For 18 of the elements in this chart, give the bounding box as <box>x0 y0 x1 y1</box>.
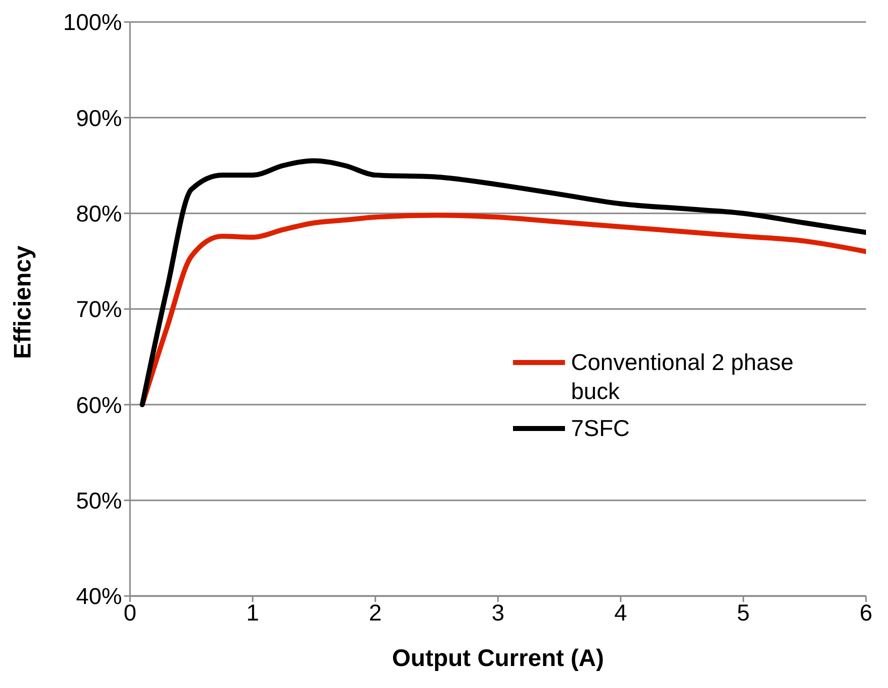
y-tick-label: 100% <box>63 9 122 36</box>
y-tick-label: 60% <box>76 392 122 418</box>
x-tick-label: 6 <box>860 599 872 626</box>
legend-label: Conventional 2 phase buck <box>571 348 794 406</box>
x-tick-label: 0 <box>124 599 136 626</box>
y-tick-label: 40% <box>76 583 122 610</box>
x-tick-label: 4 <box>614 599 628 626</box>
x-tick-label: 1 <box>246 599 260 626</box>
x-axis-title: Output Current (A) <box>392 645 604 672</box>
y-tick-label: 50% <box>76 488 122 514</box>
y-tick-label: 90% <box>76 104 122 131</box>
x-tick-label: 2 <box>368 599 382 626</box>
y-tick-label: 70% <box>76 296 122 322</box>
y-axis-title: Efficiency <box>10 244 37 359</box>
legend-label: 7SFC <box>571 414 631 443</box>
x-tick-label: 3 <box>492 599 504 626</box>
y-tick-label: 80% <box>76 200 122 226</box>
x-tick-label: 5 <box>736 599 750 626</box>
